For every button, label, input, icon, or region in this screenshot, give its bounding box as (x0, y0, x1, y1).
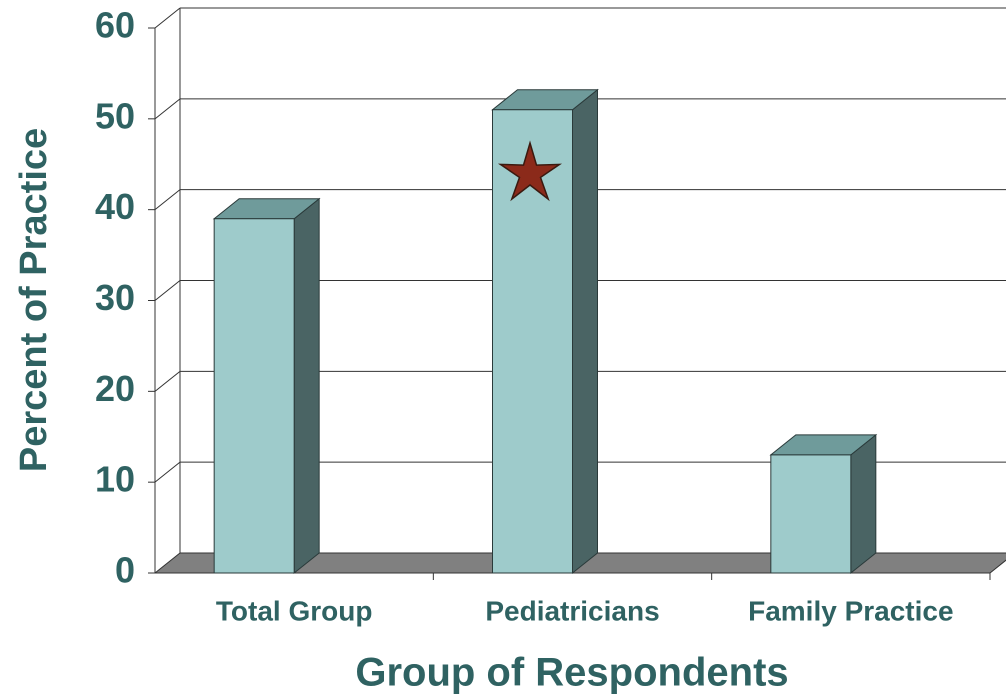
grid-line (154, 280, 181, 301)
x-tick-label: Family Practice (748, 595, 953, 626)
grid-line (154, 189, 181, 211)
y-tick-label: 20 (95, 368, 135, 409)
bar (213, 218, 295, 574)
x-tick-label: Pediatricians (485, 595, 659, 626)
grid-line (154, 461, 181, 483)
y-tick-label: 40 (95, 186, 135, 227)
grid-line (154, 98, 181, 120)
y-axis-title: Percent of Practice (13, 128, 55, 472)
y-tick-label: 0 (115, 550, 135, 591)
x-axis-title: Group of Respondents (355, 651, 788, 695)
bar-side (850, 433, 877, 575)
bar-side (572, 88, 598, 575)
bar-side (293, 197, 320, 575)
y-tick-label: 60 (95, 5, 135, 46)
y-tick-label: 50 (95, 95, 135, 136)
y-tick-label: 10 (95, 459, 135, 500)
grid-line (154, 370, 181, 392)
bar (492, 109, 573, 574)
x-tick-label: Total Group (216, 595, 373, 626)
grid-line (154, 7, 181, 29)
star (497, 140, 563, 202)
y-tick-label: 30 (95, 277, 135, 318)
bar (770, 454, 852, 574)
